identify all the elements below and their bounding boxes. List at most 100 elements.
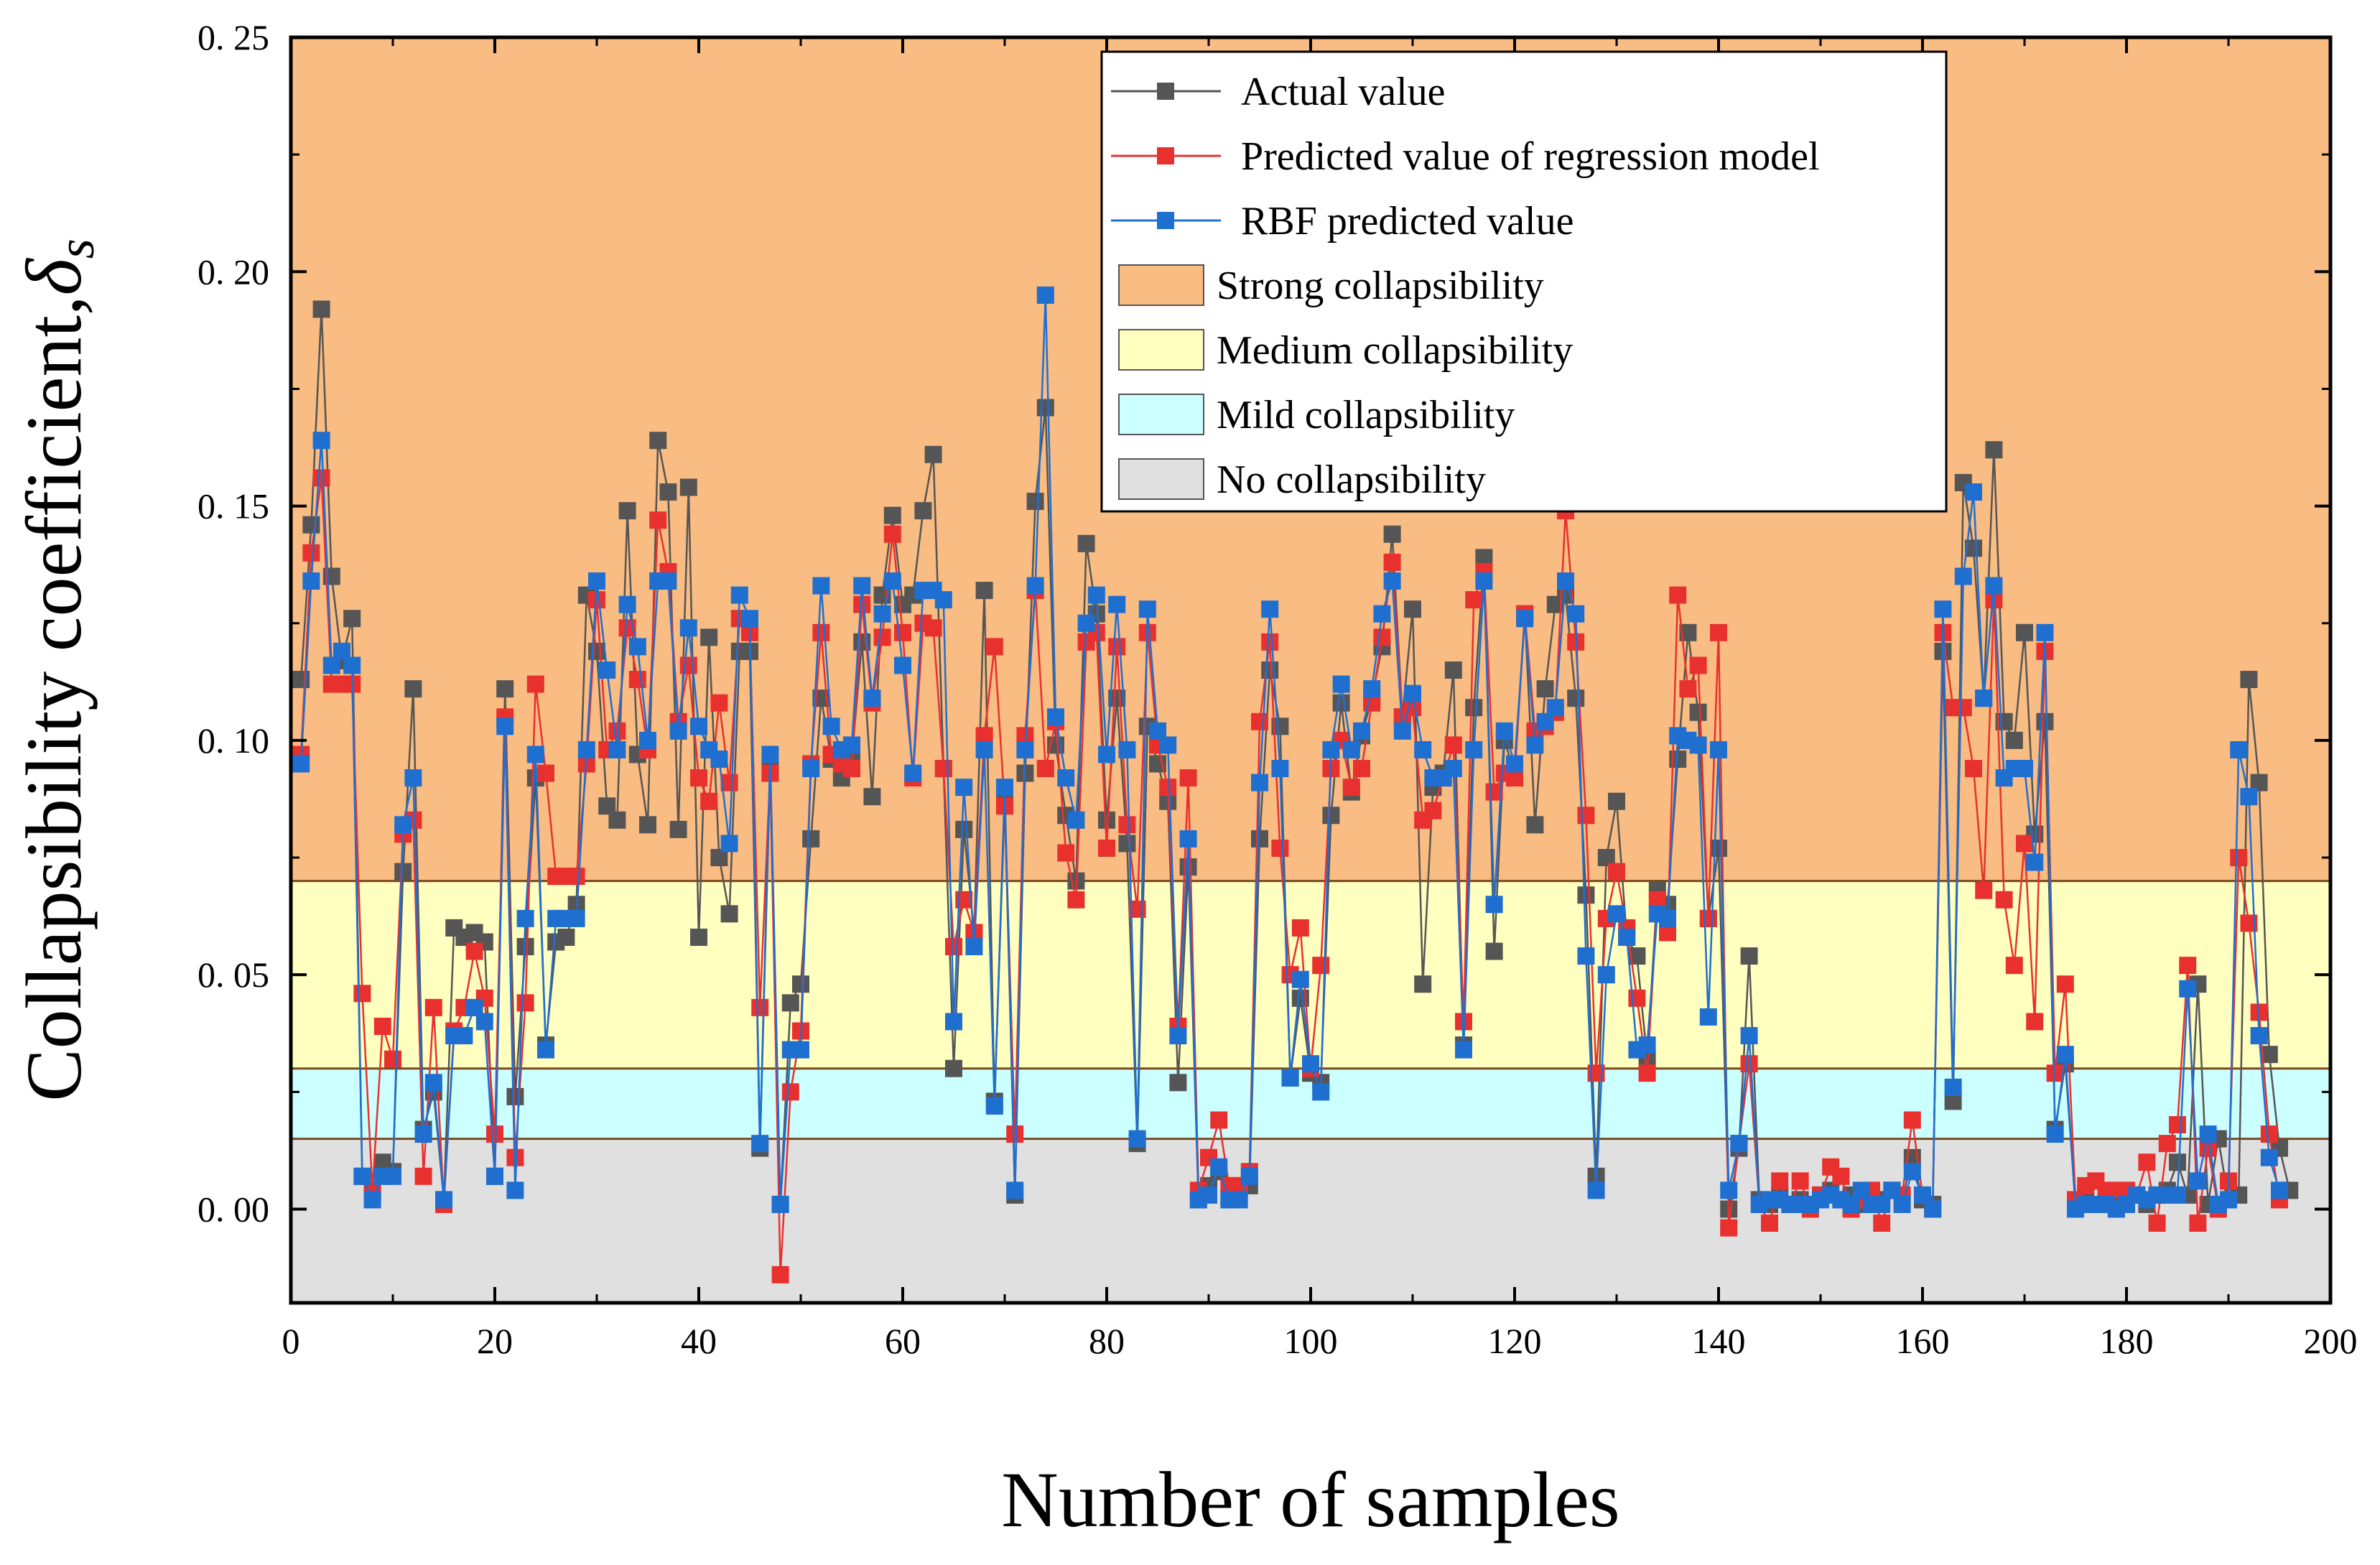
data-point	[628, 638, 646, 656]
data-point	[608, 740, 626, 758]
data-point	[924, 445, 942, 463]
data-point	[2240, 671, 2258, 689]
y-axis-title-text: Collapsibility coefficient,	[10, 295, 98, 1101]
data-point	[1475, 572, 1493, 590]
data-point	[669, 820, 687, 838]
data-point	[394, 863, 412, 881]
data-point	[1485, 942, 1503, 960]
series-rbf-predicted-value	[292, 286, 2288, 1218]
x-tick-label: 160	[1896, 1321, 1950, 1361]
data-point	[996, 779, 1013, 797]
data-point	[945, 1013, 962, 1031]
legend-item-no-collapsibility: No collapsibility	[1118, 458, 1486, 502]
legend-label: Medium collapsibility	[1217, 328, 1573, 373]
data-point	[1404, 600, 1421, 618]
x-tick-label: 0	[282, 1321, 300, 1361]
data-point	[2169, 1153, 2186, 1171]
data-point	[1924, 1200, 1942, 1218]
x-tick-label: 200	[2304, 1321, 2358, 1361]
data-point	[1985, 577, 2003, 595]
data-point	[1281, 1069, 1299, 1087]
band-medium-collapsibility	[291, 881, 2330, 1069]
data-point	[516, 994, 534, 1012]
data-point	[537, 764, 554, 782]
data-point	[1577, 807, 1595, 825]
data-point	[985, 638, 1003, 656]
data-point	[343, 610, 361, 628]
data-point	[2189, 1172, 2207, 1190]
data-point	[1016, 740, 1034, 758]
data-point	[1720, 1181, 1738, 1199]
data-point	[924, 619, 942, 637]
legend-item-rbf-predicted-value: RBF predicted value	[1111, 199, 1574, 243]
data-point	[2026, 1013, 2044, 1031]
data-point	[1444, 736, 1462, 754]
data-point	[771, 1195, 789, 1213]
data-point	[1597, 966, 1615, 984]
data-point	[1516, 610, 1534, 628]
data-point	[883, 506, 901, 524]
data-point	[394, 816, 412, 834]
data-point	[1159, 736, 1177, 754]
data-point	[2158, 1135, 2176, 1153]
x-tick-label: 100	[1284, 1321, 1338, 1361]
data-point	[1047, 708, 1064, 726]
data-point	[1934, 600, 1952, 618]
data-point	[598, 661, 616, 679]
data-point	[690, 718, 707, 735]
legend-swatch-band	[1118, 329, 1204, 371]
data-point	[945, 1059, 962, 1077]
data-point	[1740, 1027, 1758, 1045]
data-point	[1200, 1186, 1217, 1204]
data-point	[1169, 1074, 1187, 1092]
data-point	[2230, 740, 2248, 758]
data-point	[1128, 1130, 1146, 1148]
data-point	[384, 1167, 401, 1185]
data-point	[1077, 614, 1095, 632]
data-point	[1036, 286, 1054, 304]
data-point	[414, 1167, 432, 1185]
data-point	[628, 671, 646, 689]
data-point	[1342, 779, 1360, 797]
data-point	[781, 994, 799, 1012]
data-point	[1118, 740, 1136, 758]
data-point	[424, 998, 442, 1016]
data-point	[312, 469, 330, 487]
data-point	[659, 483, 677, 501]
data-point	[1424, 802, 1442, 819]
data-point	[1965, 483, 1982, 501]
data-point	[312, 432, 330, 450]
data-point	[1526, 736, 1544, 754]
x-tick-label: 180	[2100, 1321, 2154, 1361]
data-point	[2260, 1148, 2278, 1166]
data-point	[1465, 591, 1483, 609]
data-point	[914, 502, 932, 520]
data-point	[883, 525, 901, 543]
data-point	[792, 1041, 809, 1059]
data-point	[465, 942, 483, 960]
data-point	[771, 1266, 789, 1283]
legend-swatch-marker	[1157, 83, 1174, 100]
data-point	[618, 595, 636, 613]
data-point	[1903, 1111, 1921, 1129]
data-point	[2169, 1116, 2186, 1134]
data-point	[2056, 1046, 2074, 1064]
data-point	[1159, 779, 1177, 797]
data-point	[2148, 1215, 2166, 1232]
data-point	[1638, 1064, 1656, 1082]
data-point	[1036, 760, 1054, 778]
x-tick-label: 40	[681, 1321, 717, 1361]
data-point	[1179, 769, 1197, 787]
y-tick-label: 0. 10	[197, 720, 269, 761]
data-point	[1965, 760, 1982, 778]
data-point	[945, 938, 962, 956]
legend-swatch-band	[1118, 394, 1204, 435]
data-point	[1546, 699, 1564, 717]
data-point	[526, 675, 544, 693]
data-point	[1373, 628, 1391, 646]
data-point	[822, 718, 840, 735]
y-axis-title-subscript: s	[47, 238, 105, 259]
data-point	[1261, 633, 1279, 651]
data-point	[1577, 947, 1595, 965]
